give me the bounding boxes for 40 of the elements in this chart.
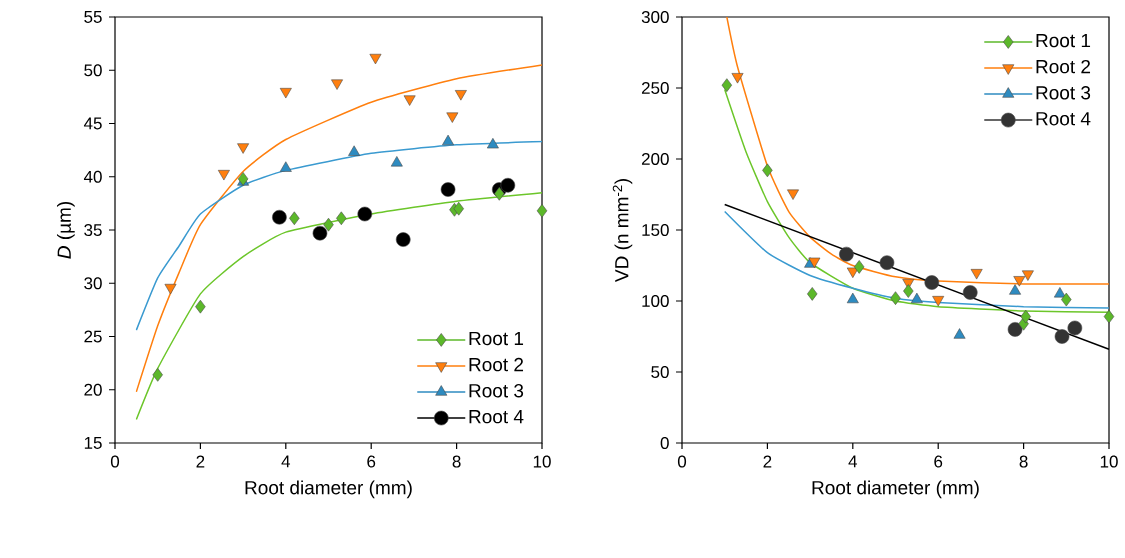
x-tick-label: 6 bbox=[934, 455, 943, 468]
y-tick-label: 250 bbox=[641, 81, 669, 95]
legend-label: Root 3 bbox=[469, 383, 524, 398]
x-tick-label: 8 bbox=[1019, 455, 1028, 468]
legend-label: Root 4 bbox=[469, 410, 524, 424]
legend-label: Root 3 bbox=[1036, 86, 1091, 100]
y-tick-label: 40 bbox=[83, 170, 102, 183]
y-tick-label: 45 bbox=[83, 117, 102, 130]
x-tick-label: 0 bbox=[677, 455, 687, 468]
y-tick-label: 55 bbox=[84, 11, 102, 23]
legend-label: Root 2 bbox=[469, 357, 524, 372]
legend-label: Root 4 bbox=[1036, 112, 1091, 126]
y-axis-title: VD (n mm$^{-2}$) bbox=[612, 179, 633, 282]
y-tick-label: 150 bbox=[642, 223, 669, 237]
x-tick-label: 10 bbox=[533, 455, 551, 468]
y-tick-label: 35 bbox=[84, 223, 102, 237]
y-tick-label: 0 bbox=[660, 436, 669, 450]
x-axis-title: Root diameter (mm) bbox=[245, 480, 412, 499]
x-tick-label: 2 bbox=[763, 455, 772, 468]
y-tick-label: 50 bbox=[84, 64, 102, 77]
x-tick-label: 4 bbox=[281, 455, 291, 468]
x-axis-title: Root diameter (mm) bbox=[812, 480, 979, 499]
x-tick-label: 0 bbox=[110, 455, 120, 468]
y-tick-label: 50 bbox=[651, 365, 669, 379]
y-tick-label: 25 bbox=[84, 330, 102, 343]
x-tick-label: 6 bbox=[367, 455, 376, 468]
y-tick-label: 20 bbox=[84, 383, 102, 396]
y-axis-title: D (µm) bbox=[56, 201, 75, 259]
x-tick-label: 2 bbox=[196, 455, 205, 468]
legend-label: Root 1 bbox=[469, 331, 524, 346]
legend-label: Root 1 bbox=[1036, 33, 1091, 48]
legend-label: Root 2 bbox=[1036, 59, 1091, 74]
y-tick-label: 15 bbox=[84, 437, 102, 449]
x-tick-label: 8 bbox=[452, 455, 461, 468]
y-tick-label: 200 bbox=[641, 152, 669, 166]
x-tick-label: 10 bbox=[1100, 455, 1118, 468]
y-tick-label: 300 bbox=[641, 10, 669, 24]
y-tick-label: 100 bbox=[642, 294, 669, 308]
x-tick-label: 4 bbox=[848, 455, 858, 468]
y-tick-label: 30 bbox=[84, 277, 102, 290]
